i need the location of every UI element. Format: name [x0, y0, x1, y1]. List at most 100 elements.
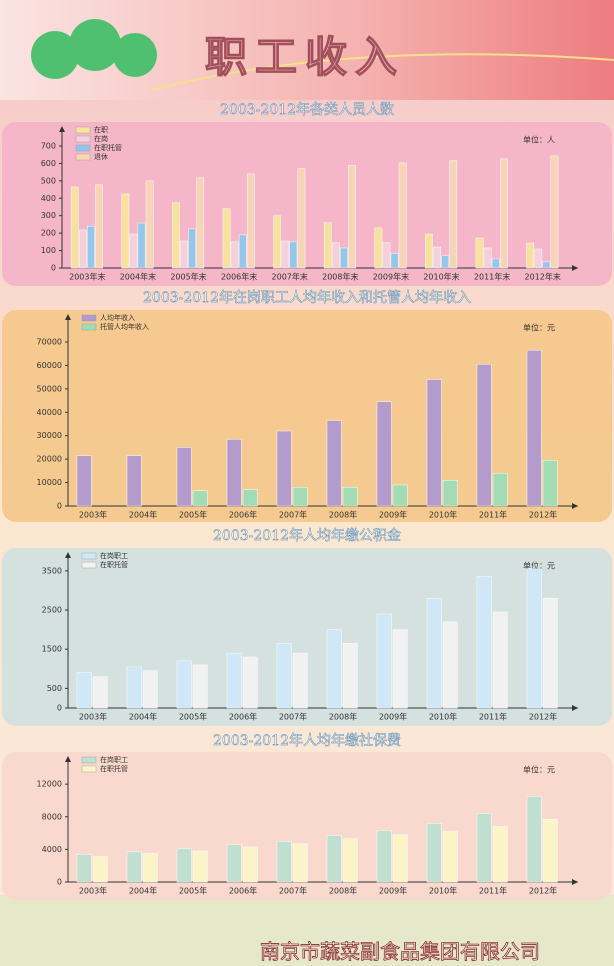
bar [342, 643, 358, 709]
bar [292, 487, 308, 507]
bar [230, 241, 239, 269]
x-tick-label: 2004年末 [120, 272, 156, 282]
bar [87, 225, 95, 269]
y-tick-label: 12000 [37, 780, 62, 789]
x-tick-label: 2012年 [529, 886, 557, 896]
vegetables [0, 895, 614, 966]
bar [392, 834, 408, 883]
bar [441, 255, 450, 269]
legend-label: 在岗 [94, 134, 108, 143]
x-tick-label: 2003年 [79, 712, 107, 722]
bar [281, 240, 290, 269]
x-tick-label: 2005年末 [170, 272, 206, 282]
bar [442, 621, 458, 709]
y-tick-label: 3500 [42, 566, 62, 575]
swoosh [149, 53, 614, 91]
x-tick-label: 2003年末 [69, 272, 105, 282]
y-tick-label: 1500 [42, 645, 62, 654]
bar [534, 248, 543, 269]
bar [526, 796, 542, 883]
bar [226, 844, 242, 883]
bar [476, 364, 492, 507]
y-tick-label: 30000 [37, 431, 62, 440]
x-tick-label: 2007年 [279, 510, 307, 520]
x-tick-label: 2012年 [529, 510, 557, 520]
unit-label: 单位：人 [523, 135, 555, 145]
y-tick-label: 8000 [42, 812, 62, 821]
x-tick-label: 2009年 [379, 712, 407, 722]
bar [499, 158, 508, 269]
bar [398, 162, 407, 269]
x-tick-label: 2010年 [429, 712, 457, 722]
bar [526, 568, 542, 709]
bar [92, 676, 108, 709]
bar [92, 856, 108, 883]
legend-swatch [75, 126, 91, 134]
unit-label: 单位：元 [523, 323, 555, 333]
chart-title: 2003-2012年各类人员人数 [220, 102, 394, 118]
bar [176, 447, 192, 507]
bar [326, 420, 342, 507]
bar [226, 438, 242, 507]
legend-swatch [81, 323, 97, 331]
y-tick-label: 100 [41, 246, 56, 255]
bar [492, 611, 508, 709]
bar [476, 813, 492, 883]
x-tick-label: 2010年 [429, 510, 457, 520]
x-tick-label: 2003年 [79, 510, 107, 520]
logo [31, 19, 157, 79]
bar [238, 234, 247, 269]
bar [70, 186, 79, 269]
bar [76, 854, 92, 883]
y-tick-label: 70000 [37, 338, 62, 347]
x-tick-label: 2011年 [479, 886, 507, 896]
x-tick-label: 2010年末 [423, 272, 459, 282]
bar [426, 823, 442, 883]
unit-label: 单位：元 [523, 561, 555, 571]
bar [222, 208, 231, 269]
bar [492, 826, 508, 883]
y-tick-label: 2500 [42, 606, 62, 615]
legend-label: 在职托管 [100, 560, 128, 569]
bar [475, 237, 484, 269]
legend-swatch [81, 756, 97, 764]
bar [126, 666, 142, 709]
bar [292, 652, 308, 709]
legend-swatch [81, 765, 97, 773]
bar [542, 261, 551, 269]
bar [297, 168, 306, 269]
y-tick-label: 60000 [37, 361, 62, 370]
legend-swatch [75, 153, 91, 161]
chart-title: 2003-2012年在岗职工人均年收入和托管人均年收入 [143, 290, 471, 306]
bar [476, 576, 492, 709]
x-tick-label: 2004年 [129, 712, 157, 722]
bar [276, 840, 292, 883]
bar [129, 233, 138, 269]
bar [242, 846, 258, 883]
x-tick-label: 2012年末 [525, 272, 561, 282]
x-tick-label: 2006年 [229, 510, 257, 520]
bar [226, 652, 242, 709]
bar [442, 479, 458, 507]
x-tick-label: 2008年 [329, 712, 357, 722]
x-tick-label: 2008年 [329, 886, 357, 896]
x-tick-label: 2004年 [129, 510, 157, 520]
bar [95, 184, 103, 269]
bar [76, 455, 92, 507]
bar [340, 247, 348, 269]
y-tick-label: 40000 [37, 408, 62, 417]
bar [331, 242, 340, 269]
x-tick-label: 2006年末 [221, 272, 257, 282]
y-tick-label: 500 [41, 176, 56, 185]
x-tick-label: 2009年 [379, 886, 407, 896]
bar [276, 430, 292, 507]
legend-label: 在职托管 [100, 764, 128, 773]
bar [145, 180, 154, 269]
y-tick-label: 0 [57, 704, 62, 713]
unit-label: 单位：元 [523, 765, 555, 775]
bar [526, 242, 535, 269]
bar [426, 379, 442, 507]
legend-label: 在职托管 [94, 143, 122, 152]
chart-title: 2003-2012年人均年缴公积金 [213, 528, 401, 544]
bar [176, 848, 192, 883]
